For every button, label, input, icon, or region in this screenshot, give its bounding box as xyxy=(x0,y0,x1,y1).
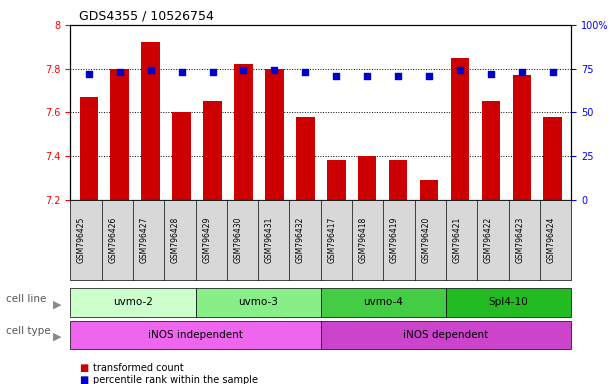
Bar xyxy=(234,64,253,200)
Text: iNOS independent: iNOS independent xyxy=(148,330,243,340)
Text: GSM796421: GSM796421 xyxy=(453,217,462,263)
Text: GSM796420: GSM796420 xyxy=(422,217,430,263)
Text: GSM796424: GSM796424 xyxy=(547,217,555,263)
Text: iNOS dependent: iNOS dependent xyxy=(403,330,489,340)
Bar xyxy=(451,58,469,200)
Point xyxy=(424,73,434,79)
Text: GSM796427: GSM796427 xyxy=(139,217,148,263)
Text: GSM796425: GSM796425 xyxy=(77,217,86,263)
Point xyxy=(177,69,186,75)
Point xyxy=(301,69,310,75)
Point xyxy=(455,67,465,73)
Text: uvmo-3: uvmo-3 xyxy=(238,297,278,308)
Bar xyxy=(172,113,191,200)
Point xyxy=(208,69,218,75)
Text: GSM796430: GSM796430 xyxy=(233,217,243,263)
Text: uvmo-2: uvmo-2 xyxy=(113,297,153,308)
Text: GSM796432: GSM796432 xyxy=(296,217,305,263)
Point xyxy=(331,73,341,79)
Text: uvmo-4: uvmo-4 xyxy=(364,297,403,308)
Bar xyxy=(358,156,376,200)
Bar xyxy=(265,69,284,200)
Point xyxy=(238,67,248,73)
Point xyxy=(486,71,496,77)
Bar xyxy=(203,101,222,200)
Point xyxy=(84,71,93,77)
Text: GDS4355 / 10526754: GDS4355 / 10526754 xyxy=(79,10,214,23)
Text: transformed count: transformed count xyxy=(93,363,184,373)
Point xyxy=(146,67,156,73)
Text: ▶: ▶ xyxy=(53,299,61,310)
Point xyxy=(548,69,558,75)
Text: GSM796423: GSM796423 xyxy=(515,217,524,263)
Text: GSM796431: GSM796431 xyxy=(265,217,274,263)
Text: GSM796417: GSM796417 xyxy=(327,217,337,263)
Bar xyxy=(296,117,315,200)
Text: GSM796422: GSM796422 xyxy=(484,217,493,263)
Text: ▶: ▶ xyxy=(53,332,61,342)
Text: GSM796426: GSM796426 xyxy=(108,217,117,263)
Point xyxy=(269,67,279,73)
Text: ■: ■ xyxy=(79,363,89,373)
Point xyxy=(517,69,527,75)
Bar xyxy=(543,117,562,200)
Point xyxy=(362,73,372,79)
Bar xyxy=(420,180,438,200)
Text: GSM796419: GSM796419 xyxy=(390,217,399,263)
Bar xyxy=(513,75,531,200)
Text: cell type: cell type xyxy=(6,326,51,336)
Bar xyxy=(481,101,500,200)
Text: GSM796418: GSM796418 xyxy=(359,217,368,263)
Text: percentile rank within the sample: percentile rank within the sample xyxy=(93,375,258,384)
Bar xyxy=(79,97,98,200)
Point xyxy=(393,73,403,79)
Bar xyxy=(141,43,160,200)
Bar xyxy=(111,69,129,200)
Point xyxy=(115,69,125,75)
Bar xyxy=(389,161,408,200)
Text: GSM796429: GSM796429 xyxy=(202,217,211,263)
Text: cell line: cell line xyxy=(6,293,46,304)
Text: Spl4-10: Spl4-10 xyxy=(489,297,529,308)
Bar xyxy=(327,161,345,200)
Text: GSM796428: GSM796428 xyxy=(171,217,180,263)
Text: ■: ■ xyxy=(79,375,89,384)
